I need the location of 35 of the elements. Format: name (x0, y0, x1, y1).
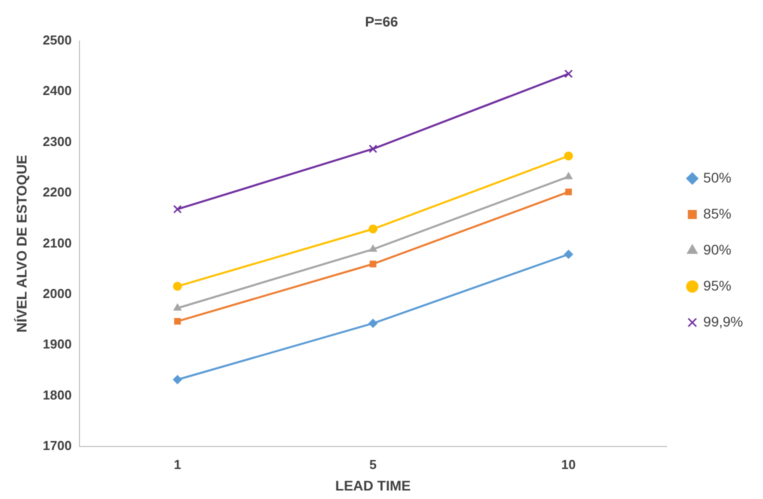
point (368, 144, 378, 154)
point (174, 304, 182, 311)
legend-label: 50% (703, 169, 732, 186)
y-tick-label: 2500 (42, 32, 72, 48)
y-tick-label: 2400 (42, 83, 72, 98)
y-tick-label: 1700 (42, 438, 72, 454)
point (564, 69, 573, 78)
x-tick-label: 10 (561, 456, 576, 472)
point (368, 224, 378, 234)
point (370, 260, 376, 268)
chart-title: P=66 (364, 13, 398, 30)
point (368, 318, 378, 328)
y-tick-label: 2100 (42, 235, 72, 250)
legend-label: 95% (703, 277, 732, 294)
legend-label: 85% (703, 205, 732, 222)
point (369, 244, 377, 252)
point (564, 250, 574, 259)
point (564, 172, 573, 180)
point (174, 318, 181, 325)
y-tick-label: 2000 (42, 286, 72, 302)
point (565, 188, 572, 196)
point (173, 204, 182, 214)
y-tick-label: 2200 (42, 184, 72, 200)
x-tick-label: 1 (174, 456, 182, 472)
legend-label: 90% (703, 241, 732, 258)
x-tick-label: 5 (369, 456, 377, 472)
y-tick-label: 1800 (42, 387, 72, 402)
point (564, 151, 574, 160)
point (172, 282, 182, 291)
y-axis-title: NÍVEL ALVO DE ESTOQUE (13, 154, 30, 333)
legend-label: 99,9% (703, 313, 744, 330)
y-tick-label: 1900 (42, 336, 72, 352)
x-axis-title: LEAD TIME (335, 477, 411, 494)
y-tick-label: 2300 (42, 134, 72, 149)
point (172, 375, 182, 384)
